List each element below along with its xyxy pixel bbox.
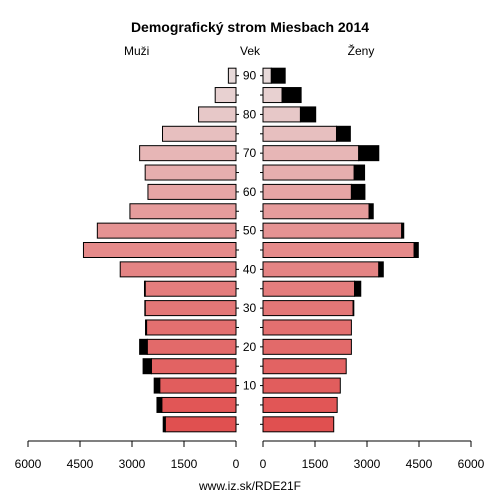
male-bar-65-69	[144, 164, 237, 181]
male-bar-50-54	[96, 222, 237, 239]
female-black-bar-85-89	[281, 87, 302, 104]
female-bar-80-84	[262, 106, 301, 123]
male-bar-60-64	[147, 183, 237, 200]
female-bar-85-89	[262, 87, 283, 104]
age-tick-label: 70	[243, 146, 257, 160]
female-black-bar-80-84	[299, 106, 317, 123]
female-bar-45-49	[262, 242, 415, 258]
male-black-bar-35-39	[143, 280, 146, 297]
female-black-bar-75-79	[335, 125, 351, 142]
age-tick-label: 20	[243, 340, 257, 354]
female-black-bar-50-54	[401, 222, 405, 239]
age-tick-label: 40	[243, 262, 257, 276]
male-bar-35-39	[144, 280, 237, 297]
source-label: www.iz.sk/RDE21F	[198, 479, 301, 493]
male-black-bar-5-9	[156, 396, 163, 413]
age-tick-label: 60	[243, 185, 257, 199]
age-tick-label: 30	[243, 301, 257, 315]
males-label: Muži	[124, 44, 149, 58]
right-x-tick-label: 0	[260, 457, 267, 471]
female-bar-5-9	[262, 396, 338, 413]
female-bar-70-74	[262, 145, 360, 162]
female-black-bar-30-34	[352, 300, 355, 317]
female-black-bar-90+	[270, 67, 286, 84]
male-black-bar-0-4	[162, 416, 166, 433]
female-bar-10-14	[262, 377, 341, 394]
female-bar-15-19	[262, 358, 347, 375]
female-black-bar-65-69	[353, 164, 366, 181]
female-bar-75-79	[262, 125, 337, 142]
male-bar-30-34	[144, 300, 237, 317]
male-bar-5-9	[161, 396, 237, 413]
male-bar-75-79	[162, 125, 237, 142]
left-x-tick-label: 0	[233, 457, 240, 471]
age-tick-label: 80	[243, 107, 257, 121]
male-bar-40-44	[119, 261, 237, 278]
right-x-tick-label: 3000	[354, 457, 381, 471]
right-x-tick-label: 6000	[458, 457, 485, 471]
male-bar-70-74	[139, 145, 237, 162]
female-bar-65-69	[262, 164, 355, 181]
female-bar-90+	[262, 67, 272, 84]
right-x-tick-label: 4500	[406, 457, 433, 471]
male-bar-90+	[227, 67, 237, 84]
female-black-bar-60-64	[350, 183, 366, 200]
left-x-tick-label: 4500	[67, 457, 94, 471]
male-bar-45-49	[82, 242, 237, 258]
left-x-tick-label: 6000	[15, 457, 42, 471]
females-label: Ženy	[348, 43, 375, 58]
female-bar-40-44	[262, 261, 380, 278]
male-bar-25-29	[146, 319, 237, 336]
chart-title: Demografický strom Miesbach 2014	[131, 19, 369, 35]
female-black-bar-40-44	[378, 261, 384, 278]
female-bar-60-64	[262, 183, 352, 200]
age-tick-label: 10	[243, 379, 257, 393]
male-bar-80-84	[198, 106, 237, 123]
female-black-bar-70-74	[358, 145, 380, 162]
female-black-bar-35-39	[354, 280, 362, 297]
female-bar-25-29	[262, 319, 352, 336]
male-bar-55-59	[129, 203, 237, 220]
axes-group: 10 20 30 40 50 60 70 80 90 6000 4500 3000 1500 0 0 1500…	[15, 69, 485, 471]
female-bar-35-39	[262, 280, 356, 297]
male-black-bar-10-14	[153, 377, 161, 394]
male-bar-85-89	[214, 87, 237, 104]
right-x-tick-label: 1500	[302, 457, 329, 471]
age-label: Vek	[240, 44, 261, 58]
age-tick-label: 90	[243, 69, 257, 83]
male-black-bar-20-24	[139, 338, 148, 355]
female-black-bar-45-49	[413, 242, 419, 258]
male-bar-20-24	[146, 338, 237, 355]
female-black-bar-55-59	[368, 203, 374, 220]
female-bar-0-4	[262, 416, 335, 433]
male-bar-10-14	[159, 377, 237, 394]
left-x-tick-label: 1500	[171, 457, 198, 471]
female-bar-50-54	[262, 222, 403, 239]
male-bar-0-4	[164, 416, 237, 433]
age-tick-label: 50	[243, 224, 257, 238]
female-bar-30-34	[262, 300, 354, 317]
male-black-bar-15-19	[142, 358, 152, 375]
female-bar-55-59	[262, 203, 370, 220]
male-bar-15-19	[150, 358, 237, 375]
bars-group	[82, 67, 419, 433]
male-black-bar-25-29	[145, 319, 148, 336]
left-x-tick-label: 3000	[119, 457, 146, 471]
female-bar-20-24	[262, 338, 352, 355]
